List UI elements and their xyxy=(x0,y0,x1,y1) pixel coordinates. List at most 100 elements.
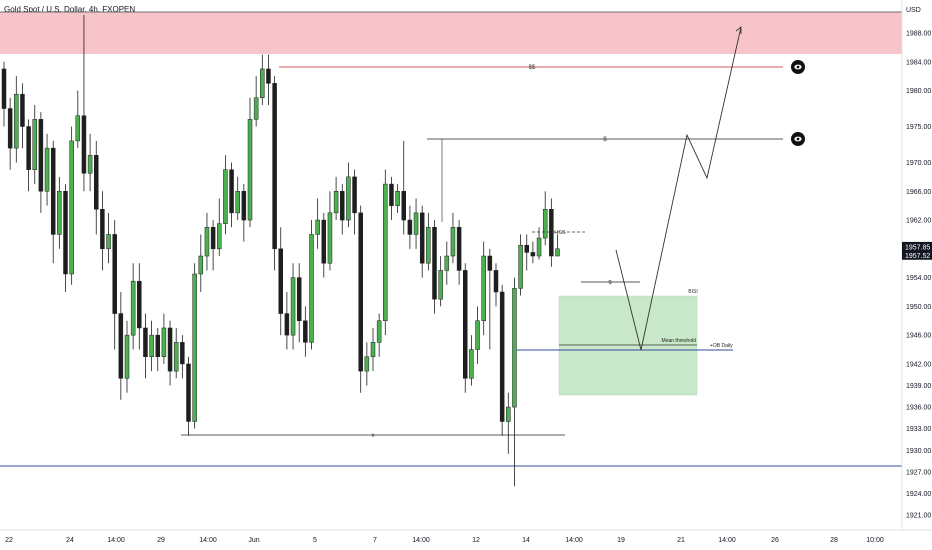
price-tick-label: 1942.00 xyxy=(906,361,931,368)
candle-body xyxy=(260,68,265,98)
candle-body xyxy=(192,273,197,422)
time-tick-label: 14:00 xyxy=(107,537,125,544)
candle-body xyxy=(118,313,124,379)
price-tick-label: 1939.00 xyxy=(906,383,931,390)
symbol-title: Gold Spot / U.S. Dollar, 4h, FXOPEN xyxy=(4,5,136,14)
candle-body xyxy=(358,212,363,372)
candle-body xyxy=(333,191,339,214)
candle-body xyxy=(555,248,560,257)
candle-body xyxy=(278,248,283,314)
price-tick-label: 1950.00 xyxy=(906,304,931,311)
candle-body xyxy=(321,219,327,264)
candle-body xyxy=(7,108,13,149)
bisi-label: BISI xyxy=(688,289,697,295)
candle-body xyxy=(475,320,480,350)
candle-body xyxy=(413,212,419,235)
ss-label: $$ xyxy=(529,65,536,71)
mean-threshold-label: Mean threshold xyxy=(662,338,697,344)
candle-body xyxy=(456,226,462,271)
candle-body xyxy=(143,327,148,357)
candle-body xyxy=(161,327,167,357)
candle-body xyxy=(106,234,111,250)
eye-icon[interactable] xyxy=(791,132,805,146)
candle-body xyxy=(463,270,468,379)
candle-body xyxy=(309,234,314,343)
candle-body xyxy=(419,212,425,264)
candle-body xyxy=(50,147,56,235)
price-tick-label: 1924.00 xyxy=(906,491,931,498)
candle-body xyxy=(149,334,154,357)
price-axis[interactable]: 1988.00 1984.00 1980.00 1975.00 1970.00 1966.… xyxy=(901,0,932,530)
candle-body xyxy=(536,237,542,257)
price-tick-label: 1954.00 xyxy=(906,275,931,282)
candle-body xyxy=(518,244,523,289)
price-tick-label: 1930.00 xyxy=(906,448,931,455)
time-tick-label: 10:00 xyxy=(866,537,884,544)
time-tick-label: 28 xyxy=(830,537,838,544)
price-tick-label: 1962.00 xyxy=(906,218,931,225)
candle-body xyxy=(444,255,450,271)
time-tick-label: 14:00 xyxy=(718,537,736,544)
candle-body xyxy=(364,356,370,372)
candle-body xyxy=(524,244,529,253)
time-tick-label: 22 xyxy=(5,537,13,544)
candle-body xyxy=(506,406,511,422)
x-label: x xyxy=(372,433,375,439)
candle-body xyxy=(87,155,93,174)
candle-body xyxy=(432,226,437,300)
projection-arrowhead xyxy=(735,26,742,34)
candle-body xyxy=(69,140,74,275)
candle-body xyxy=(487,255,493,271)
time-axis[interactable]: 22 24 14:00 29 14:00 Jun 5 7 14:00 12 14 14:00 19 21 1… xyxy=(0,529,932,544)
candle-body xyxy=(137,280,142,329)
candle-body xyxy=(549,209,554,257)
candle-body xyxy=(542,209,548,239)
candle-body xyxy=(204,226,210,257)
candle-body xyxy=(247,119,253,221)
time-tick-label: 12 xyxy=(472,537,480,544)
candle-body xyxy=(173,342,179,372)
current-price-label: 1957.85 xyxy=(905,244,930,251)
candle-body xyxy=(223,169,228,224)
candle-body xyxy=(395,191,400,206)
candle-body xyxy=(284,313,290,336)
candle-body xyxy=(469,349,474,379)
axis-unit: USD xyxy=(906,7,921,14)
time-tick-label: 7 xyxy=(373,537,377,544)
candle-body xyxy=(75,115,81,142)
bisi-demand-zone xyxy=(558,295,698,396)
candle-body xyxy=(426,226,431,264)
candle-body xyxy=(352,176,357,214)
candle-body xyxy=(235,191,240,214)
candle-body xyxy=(327,212,333,264)
candle-body xyxy=(124,334,130,379)
time-tick-label: Jun xyxy=(248,537,259,544)
candle-body xyxy=(155,334,160,357)
price-tick-label: 1927.00 xyxy=(906,469,931,476)
price-tick-label: 1988.00 xyxy=(906,31,931,38)
price-tick-label: 1966.00 xyxy=(906,189,931,196)
current-price-box xyxy=(902,250,932,260)
candle-body xyxy=(512,288,517,408)
time-tick-label: 5 xyxy=(313,537,317,544)
candle-body xyxy=(389,183,394,206)
candle-body xyxy=(32,119,37,170)
candle-body xyxy=(499,291,505,422)
time-tick-label: 26 xyxy=(771,537,779,544)
candle-body xyxy=(94,155,99,210)
candle-body xyxy=(130,280,136,336)
eye-icon[interactable] xyxy=(791,60,805,74)
time-tick-label: 14:00 xyxy=(412,537,430,544)
time-tick-label: 14:00 xyxy=(199,537,217,544)
candle-body xyxy=(450,226,456,257)
candle-body xyxy=(530,252,536,257)
candle-body xyxy=(241,191,247,221)
price-tick-label: 1980.00 xyxy=(906,88,931,95)
candle-body xyxy=(63,191,68,275)
candle-body xyxy=(340,191,345,221)
time-tick-label: 24 xyxy=(66,537,74,544)
candle-body xyxy=(376,320,382,343)
candle-body xyxy=(481,255,486,322)
time-tick-label: 14 xyxy=(522,537,530,544)
